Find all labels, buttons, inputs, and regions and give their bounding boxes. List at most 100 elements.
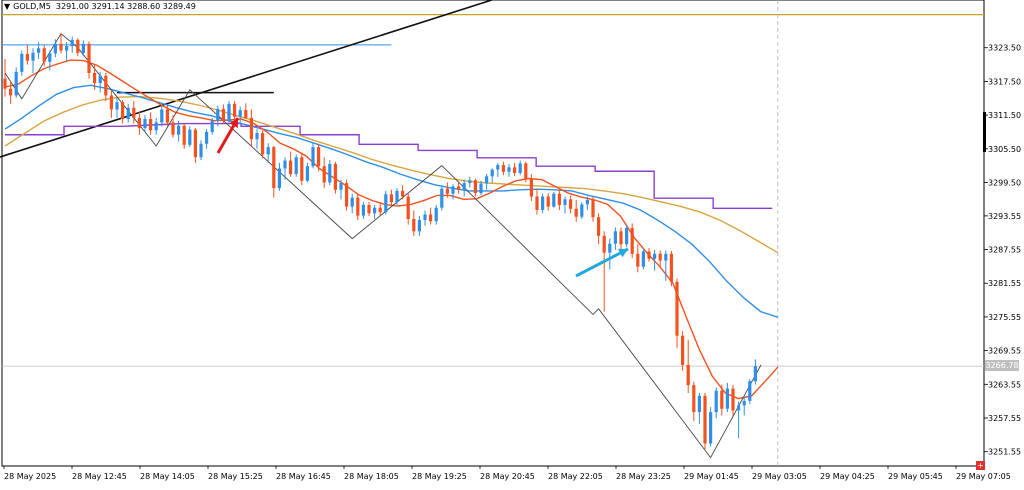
y-tick-label: 3299.50 (988, 178, 1021, 187)
candle-body (524, 163, 528, 179)
candle-body (93, 72, 97, 84)
x-tick-label: 28 May 2025 (4, 472, 56, 481)
candle-body (479, 183, 483, 194)
candle-body (714, 390, 718, 413)
candle-body (457, 186, 461, 190)
candle-body (53, 43, 57, 54)
candle-body (333, 163, 337, 190)
candle-body (692, 385, 696, 413)
y-tick-label: 3305.50 (988, 145, 1021, 154)
candle-body (356, 197, 360, 216)
ma-mid-line (4, 84, 779, 318)
candle-body (345, 183, 349, 207)
candle-body (501, 165, 505, 172)
candle-body (625, 227, 629, 245)
candle-body (429, 214, 433, 222)
candle-body (597, 217, 601, 236)
candle-body (440, 188, 444, 208)
candle-body (25, 53, 29, 61)
candle-body (507, 167, 511, 172)
candle-body (552, 193, 556, 207)
candle-body (132, 107, 136, 118)
x-tick-label: 28 May 14:05 (140, 472, 195, 481)
corner-plus-icon[interactable]: + (976, 461, 985, 470)
candle-body (244, 110, 248, 118)
candle-body (322, 166, 326, 183)
candle-body (233, 103, 237, 117)
candle-body (328, 163, 332, 183)
candle-body (675, 281, 679, 336)
y-tick-label: 3257.55 (988, 414, 1021, 423)
candle-body (76, 39, 80, 53)
candle-body (669, 253, 673, 282)
y-tick-label: 3323.50 (988, 44, 1021, 53)
candle-body (238, 110, 242, 117)
candle-body (725, 388, 729, 409)
candle-body (485, 176, 489, 184)
blue-arrow-shaft (575, 247, 629, 278)
candle-body (473, 180, 477, 194)
candle-body (557, 193, 561, 205)
candle-body (177, 125, 181, 135)
candle-body (272, 147, 276, 189)
x-tick-label: 29 May 03:05 (752, 472, 807, 481)
candle-body (266, 147, 270, 155)
x-tick-label: 28 May 18:05 (344, 472, 399, 481)
x-tick-label: 28 May 19:25 (412, 472, 467, 481)
candle-body (686, 364, 690, 386)
candle-body (613, 231, 617, 244)
candle-body (703, 395, 707, 444)
candle-body (630, 227, 634, 254)
x-tick-label: 28 May 12:45 (72, 472, 127, 481)
candle-body (81, 43, 85, 53)
candle-body (462, 183, 466, 190)
candle-body (20, 53, 24, 72)
blue-arrow-head (618, 248, 628, 258)
candle-body (529, 178, 533, 197)
x-tick-label: 28 May 16:45 (276, 472, 331, 481)
candle-body (401, 190, 405, 197)
candle-body (490, 169, 494, 177)
candle-body (647, 251, 651, 259)
candle-body (378, 207, 382, 213)
candle-body (104, 75, 108, 96)
symbol-timeframe: GOLD,M5 (13, 2, 51, 11)
y-tick-label: 3293.55 (988, 212, 1021, 221)
candle-body (160, 109, 164, 123)
candle-body (143, 119, 147, 129)
candle-body (294, 157, 298, 175)
candle-body (681, 335, 685, 365)
candle-body (636, 253, 640, 267)
candle-body (193, 129, 197, 158)
candle-body (126, 107, 130, 120)
candle-body (277, 168, 281, 189)
candle-body (317, 147, 321, 167)
candle-body (580, 204, 584, 217)
candle-body (59, 43, 63, 51)
candle-body (389, 194, 393, 203)
candle-body (753, 366, 757, 382)
candle-body (48, 53, 52, 62)
candle-body (311, 147, 315, 167)
x-tick-label: 28 May 15:25 (208, 472, 263, 481)
x-tick-label: 28 May 23:25 (616, 472, 671, 481)
axis-scroll-marker (983, 112, 986, 152)
candle-body (249, 117, 253, 140)
candle-body (87, 43, 91, 73)
candle-body (121, 102, 125, 120)
x-tick-label: 29 May 07:05 (956, 472, 1011, 481)
candle-body (42, 48, 46, 62)
candle-body (423, 214, 427, 221)
chart-header: ▼ GOLD,M5 3291.00 3291.14 3288.60 3289.49 (4, 2, 196, 11)
candle-body (188, 129, 192, 145)
candle-body (283, 160, 287, 169)
x-tick-label: 29 May 04:25 (820, 472, 875, 481)
candle-body (641, 251, 645, 267)
candle-body (109, 95, 113, 110)
candle-body (70, 39, 74, 47)
candle-body (31, 52, 35, 61)
candle-body (261, 133, 265, 155)
candle-body (541, 196, 545, 210)
candle-body (300, 157, 304, 181)
